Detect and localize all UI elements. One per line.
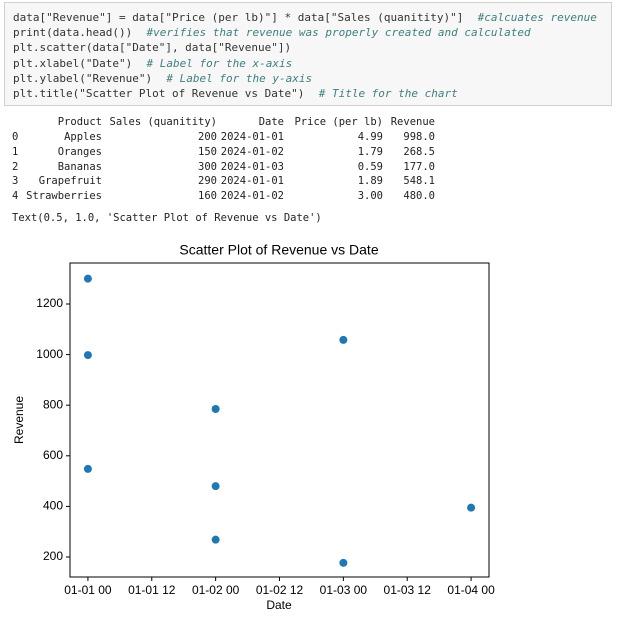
cell-value: 150 [198,145,217,158]
row-index: 4 [12,190,19,203]
point [339,558,348,567]
column-header: Sales (quanitity) [109,116,217,128]
cell-value: 2024-01-02 [220,145,284,158]
cell-value: 200 [198,131,217,143]
cell-value: Strawberries [26,190,102,203]
column-header: Revenue [390,116,435,128]
row-index: 0 [12,131,19,143]
x-tick-label: 01-03 12 [384,583,432,597]
row-index: 1 [12,145,19,158]
code-line: data["Revenue"] = data["Price (per lb)"]… [13,11,597,24]
column-header: Price (per lb) [294,116,383,128]
cell-value: 1.89 [357,175,383,188]
y-axis-label: Revenue [12,396,26,444]
code: plt.xlabel("Date") [13,56,133,70]
row-index: 2 [12,160,19,173]
column-header: Product [57,116,102,128]
y-tick-label: 200 [43,549,63,563]
code-line: plt.xlabel("Date") # Label for the x-axis [13,57,292,70]
cell-value: Bananas [57,160,102,173]
point [211,482,220,491]
x-tick-label: 01-02 12 [256,583,304,597]
comment: # Label for the y-axis [166,71,313,85]
code: plt.ylabel("Revenue") [13,71,153,85]
y-tick-label: 800 [43,397,63,411]
cell-value: 3.00 [357,190,383,203]
x-tick-label: 01-04 00 [447,583,495,597]
cell-value: Oranges [57,145,102,158]
code-line: print(data.head()) #verifies that revenue… [13,26,531,39]
cell-value: 160 [198,190,217,203]
comment: # Title for the chart [318,87,458,100]
cell-value: 300 [198,160,217,173]
chart-title: Scatter Plot of Revenue vs Date [179,242,378,258]
x-tick-label: 01-03 00 [320,583,368,597]
code: data["Revenue"] = data["Price (per lb)"]… [13,11,464,24]
x-axis-label: Date [266,598,292,612]
cell-value: 2024-01-02 [220,190,284,203]
cell-value: 2024-01-03 [220,160,284,173]
cell-value: 2024-01-01 [220,175,284,188]
x-tick-label: 01-02 00 [192,583,240,597]
comment: #calcuates revenue [477,11,597,24]
cell-value: 177.0 [403,160,435,173]
cell-value: 2024-01-01 [220,131,284,143]
comment: #verifies that revenue was properly crea… [146,26,531,40]
cell-value: 998.0 [403,131,435,143]
point [211,404,220,413]
comment: # Label for the x-axis [146,56,293,70]
point [83,274,92,283]
code: plt.title("Scatter Plot of Revenue vs Da… [13,87,305,100]
cell-value: 268.5 [403,145,435,158]
point [467,503,476,512]
y-tick-label: 1200 [36,296,63,310]
x-tick-label: 01-01 00 [64,583,112,597]
cell-value: 548.1 [403,175,435,188]
text-output: Text(0.5, 1.0, 'Scatter Plot of Revenue … [12,212,322,224]
cell-value: 4.99 [357,131,383,143]
cell-value: Grapefruit [38,175,102,188]
y-tick-label: 1000 [36,347,63,361]
y-tick-label: 600 [43,448,63,462]
point [339,335,348,344]
cell-value: 290 [198,175,217,188]
code: print(data.head()) [13,26,133,40]
cell-value: Apples [64,131,102,143]
cell-value: 1.79 [357,145,383,158]
x-tick-label: 01-01 12 [128,583,176,597]
code: plt.scatter(data["Date"], data["Revenue"… [13,41,292,55]
point [83,464,92,473]
column-header: Date [258,116,284,128]
cell-value: 0.59 [357,160,383,173]
row-index: 3 [12,175,19,188]
code-line: plt.title("Scatter Plot of Revenue vs Da… [13,87,458,100]
code-cell: data["Revenue"] = data["Price (per lb)"]… [4,2,612,106]
code-line: plt.ylabel("Revenue") # Label for the y-a… [13,72,312,85]
y-tick-label: 400 [43,499,63,513]
point [211,535,220,544]
plot-frame [69,262,490,578]
point [83,351,92,360]
cell-value: 480.0 [403,190,435,203]
code-line: plt.scatter(data["Date"], data["Revenue"… [13,41,291,54]
